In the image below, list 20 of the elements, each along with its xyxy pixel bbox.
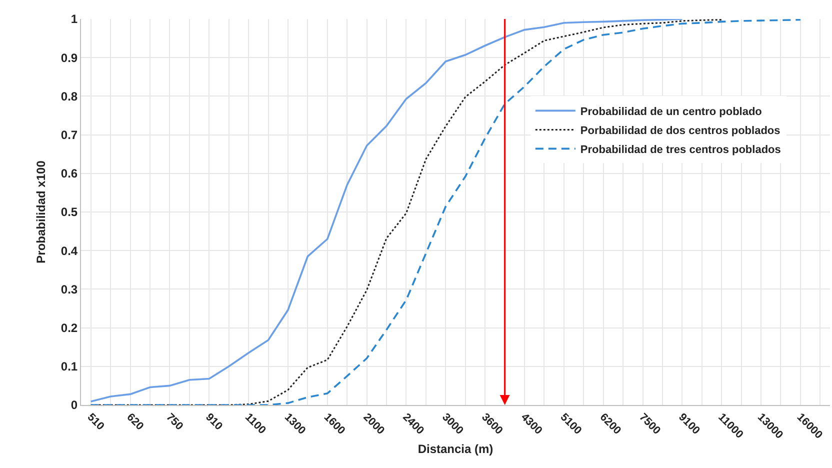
x-axis-title: Distancia (m) <box>418 442 494 456</box>
y-tick-label: 0.1 <box>60 360 78 374</box>
y-tick-label: 0 <box>70 398 78 412</box>
y-tick-label: 0.2 <box>60 321 78 335</box>
legend-label: Probabilidad de un centro poblado <box>580 106 762 118</box>
legend-label: Probabilidad de tres centros poblados <box>580 144 781 156</box>
y-tick-label: 0.6 <box>60 166 78 181</box>
y-tick-label: 0.4 <box>60 244 78 258</box>
x-tick-label: 750 <box>164 411 186 433</box>
y-tick-label: 0.8 <box>60 89 78 104</box>
x-tick-label: 910 <box>203 411 225 433</box>
y-tick-label: 0.9 <box>60 50 78 65</box>
y-tick-label: 0.3 <box>60 282 78 296</box>
y-tick-label: 1 <box>70 12 78 26</box>
y-tick-label: 0.5 <box>60 205 78 220</box>
y-tick-label: 0.7 <box>60 128 78 142</box>
x-tick-label: 620 <box>124 411 146 433</box>
legend-label: Porbabilidad de dos centros poblados <box>580 124 780 137</box>
x-tick-label: 510 <box>84 411 106 433</box>
y-axis-title: Probabilidad x100 <box>34 160 48 264</box>
